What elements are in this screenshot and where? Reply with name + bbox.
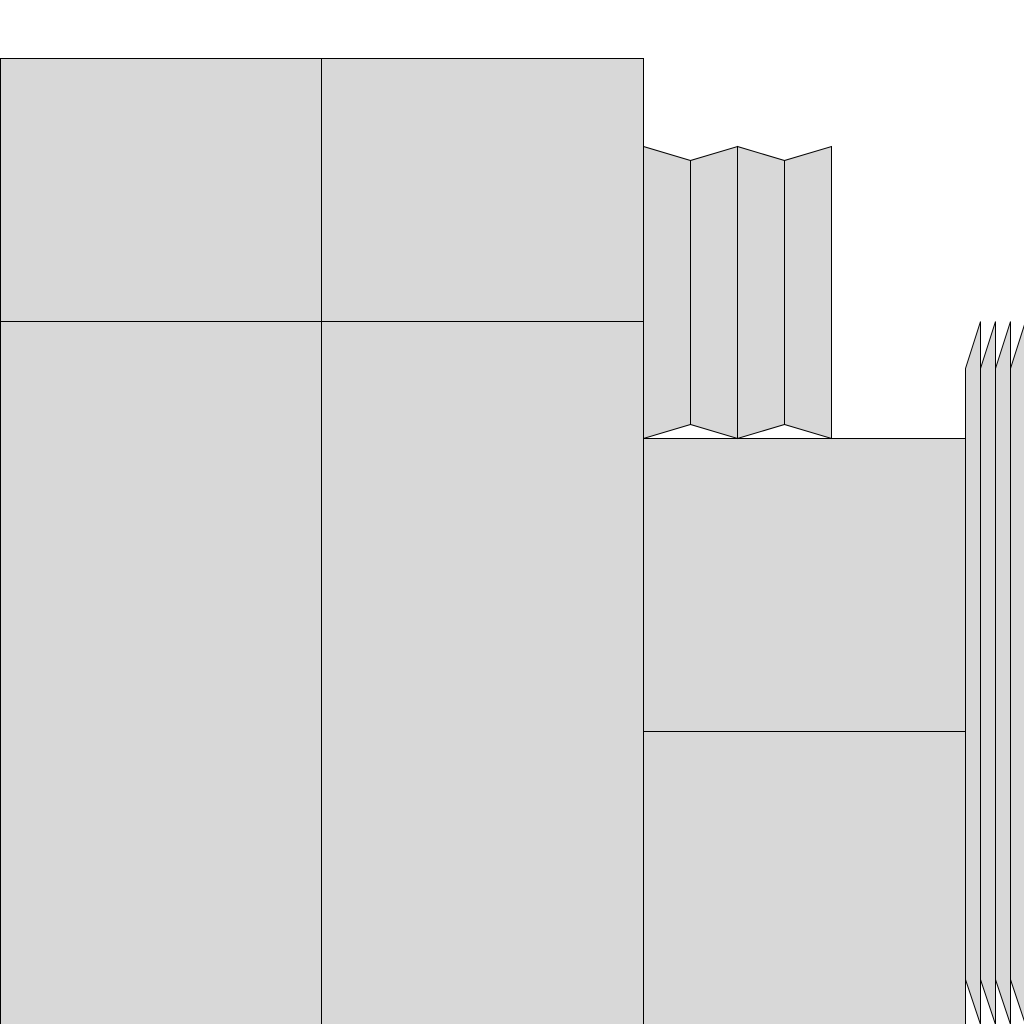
slant-panel-1 xyxy=(965,321,981,1024)
rect-top-left xyxy=(0,58,322,322)
rectangles-group xyxy=(0,58,966,1024)
fold-panel-1 xyxy=(643,145,691,440)
rect-bottom-middle xyxy=(321,321,644,1024)
slant-panel-2 xyxy=(980,321,996,1024)
slant-panel-4 xyxy=(1010,324,1024,1022)
fold-panel-2 xyxy=(690,145,738,440)
fold-panel-3 xyxy=(737,145,785,440)
slant-panel-3 xyxy=(995,321,1011,1024)
fold-panel-4 xyxy=(784,145,832,440)
rect-right-upper xyxy=(643,438,966,732)
slanted-strips-right xyxy=(965,321,1024,1024)
rect-bottom-left xyxy=(0,321,322,1024)
rect-top-middle xyxy=(321,58,644,322)
folded-strip-top xyxy=(643,145,832,440)
rect-right-lower xyxy=(643,731,966,1024)
